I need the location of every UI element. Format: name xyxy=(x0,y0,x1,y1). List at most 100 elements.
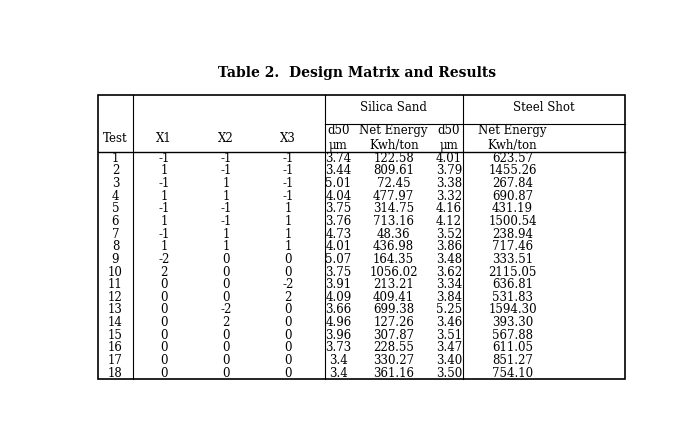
Text: 3.32: 3.32 xyxy=(436,190,462,203)
Text: -1: -1 xyxy=(158,202,170,215)
Text: 0: 0 xyxy=(222,341,230,354)
Text: 9: 9 xyxy=(112,253,119,266)
Text: 567.88: 567.88 xyxy=(492,329,533,342)
Text: 4.04: 4.04 xyxy=(325,190,351,203)
Text: X3: X3 xyxy=(280,132,296,145)
Text: 1455.26: 1455.26 xyxy=(489,165,537,178)
Text: 0: 0 xyxy=(160,303,168,317)
Text: 3.46: 3.46 xyxy=(436,316,462,329)
Text: -2: -2 xyxy=(220,303,232,317)
Text: 2: 2 xyxy=(160,266,168,279)
Text: 0: 0 xyxy=(222,253,230,266)
Text: -1: -1 xyxy=(220,165,232,178)
Text: 636.81: 636.81 xyxy=(492,278,533,291)
Text: 0: 0 xyxy=(284,341,292,354)
Text: 314.75: 314.75 xyxy=(373,202,414,215)
Text: 809.61: 809.61 xyxy=(373,165,414,178)
Text: 4.12: 4.12 xyxy=(436,215,462,228)
Text: -2: -2 xyxy=(283,278,294,291)
Text: 477.97: 477.97 xyxy=(373,190,414,203)
Text: 409.41: 409.41 xyxy=(373,291,414,304)
Text: 0: 0 xyxy=(222,291,230,304)
Text: 717.46: 717.46 xyxy=(492,240,533,253)
Text: 623.57: 623.57 xyxy=(492,152,533,165)
Text: 5.25: 5.25 xyxy=(436,303,462,317)
Text: 2: 2 xyxy=(284,291,292,304)
Text: 754.10: 754.10 xyxy=(492,367,533,380)
Text: 1: 1 xyxy=(222,228,230,241)
Text: 3.74: 3.74 xyxy=(325,152,351,165)
Text: 0: 0 xyxy=(222,354,230,367)
Text: 1: 1 xyxy=(284,215,292,228)
Text: Test: Test xyxy=(103,132,128,145)
Text: 0: 0 xyxy=(160,354,168,367)
Text: -2: -2 xyxy=(158,253,170,266)
Text: 3.51: 3.51 xyxy=(436,329,462,342)
Text: 0: 0 xyxy=(222,329,230,342)
Text: -1: -1 xyxy=(283,190,294,203)
Text: 1: 1 xyxy=(222,177,230,190)
Text: 3.66: 3.66 xyxy=(325,303,351,317)
Text: 0: 0 xyxy=(160,278,168,291)
Text: -1: -1 xyxy=(220,202,232,215)
Text: 0: 0 xyxy=(284,329,292,342)
Text: -1: -1 xyxy=(283,152,294,165)
Text: 3.75: 3.75 xyxy=(325,202,351,215)
Text: 4.73: 4.73 xyxy=(325,228,351,241)
Text: 3.79: 3.79 xyxy=(436,165,462,178)
Text: 307.87: 307.87 xyxy=(373,329,414,342)
Text: 3.48: 3.48 xyxy=(436,253,462,266)
Text: 690.87: 690.87 xyxy=(492,190,533,203)
Text: Table 2.  Design Matrix and Results: Table 2. Design Matrix and Results xyxy=(218,67,496,80)
Text: Net Energy
Kwh/ton: Net Energy Kwh/ton xyxy=(360,124,428,152)
Text: 5.01: 5.01 xyxy=(325,177,351,190)
Text: 1: 1 xyxy=(222,240,230,253)
Text: 3.40: 3.40 xyxy=(436,354,462,367)
Text: -1: -1 xyxy=(283,165,294,178)
Text: 3.4: 3.4 xyxy=(329,367,348,380)
Text: -1: -1 xyxy=(158,228,170,241)
Text: -1: -1 xyxy=(283,177,294,190)
Text: 3.4: 3.4 xyxy=(329,354,348,367)
Text: 5.07: 5.07 xyxy=(325,253,351,266)
Text: 1: 1 xyxy=(112,152,119,165)
Text: 238.94: 238.94 xyxy=(492,228,533,241)
Text: 213.21: 213.21 xyxy=(374,278,414,291)
Text: Steel Shot: Steel Shot xyxy=(513,101,574,114)
Text: 15: 15 xyxy=(108,329,123,342)
Text: 0: 0 xyxy=(160,341,168,354)
Text: 3: 3 xyxy=(112,177,119,190)
Text: 1: 1 xyxy=(284,228,292,241)
Text: 333.51: 333.51 xyxy=(492,253,533,266)
Text: 8: 8 xyxy=(112,240,119,253)
Text: 2: 2 xyxy=(112,165,119,178)
Text: 6: 6 xyxy=(112,215,119,228)
Text: 17: 17 xyxy=(108,354,123,367)
Text: 3.52: 3.52 xyxy=(436,228,462,241)
Text: 18: 18 xyxy=(108,367,123,380)
Text: 3.84: 3.84 xyxy=(436,291,462,304)
Text: X1: X1 xyxy=(156,132,172,145)
Text: 0: 0 xyxy=(284,367,292,380)
Text: 393.30: 393.30 xyxy=(492,316,533,329)
Text: 0: 0 xyxy=(222,367,230,380)
Text: 164.35: 164.35 xyxy=(373,253,414,266)
Text: 3.62: 3.62 xyxy=(436,266,462,279)
Text: 4.96: 4.96 xyxy=(325,316,351,329)
Text: 531.83: 531.83 xyxy=(492,291,533,304)
Text: 4: 4 xyxy=(112,190,119,203)
Text: 48.36: 48.36 xyxy=(377,228,411,241)
Text: 11: 11 xyxy=(108,278,123,291)
Text: X2: X2 xyxy=(218,132,234,145)
Text: 122.58: 122.58 xyxy=(374,152,414,165)
Text: 228.55: 228.55 xyxy=(373,341,414,354)
Text: 1: 1 xyxy=(160,165,168,178)
Text: 3.96: 3.96 xyxy=(325,329,351,342)
Text: 7: 7 xyxy=(112,228,119,241)
Text: 851.27: 851.27 xyxy=(492,354,533,367)
Text: 0: 0 xyxy=(284,316,292,329)
Text: 267.84: 267.84 xyxy=(492,177,533,190)
Text: 0: 0 xyxy=(284,266,292,279)
Text: 699.38: 699.38 xyxy=(373,303,414,317)
Text: 3.38: 3.38 xyxy=(436,177,462,190)
